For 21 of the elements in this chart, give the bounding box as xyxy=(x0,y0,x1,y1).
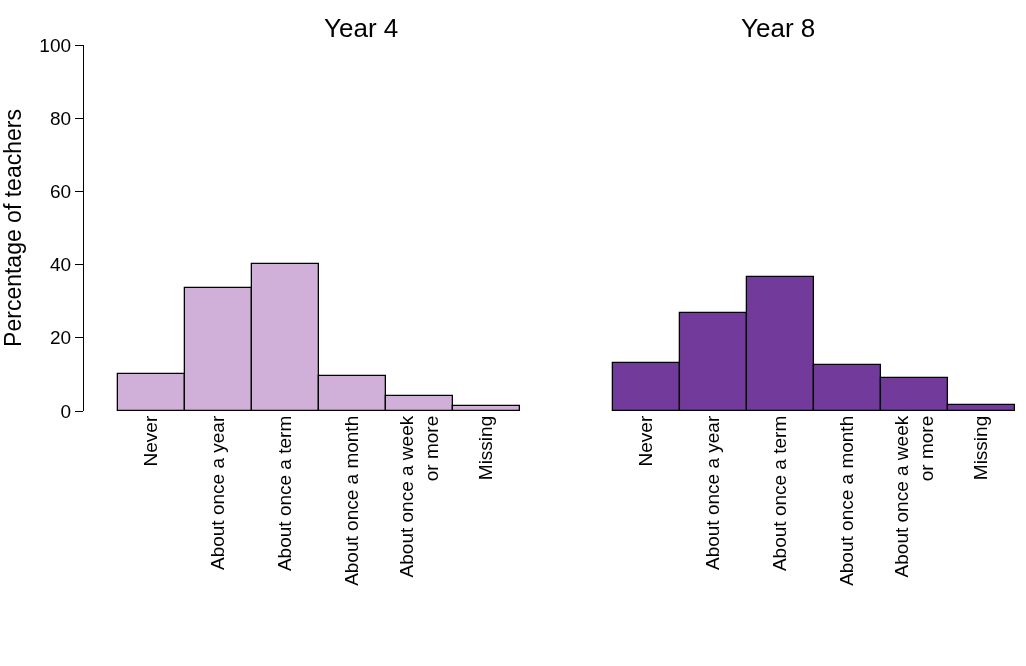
y-tick-label: 60 xyxy=(49,181,72,203)
x-tick-label: Missing xyxy=(475,415,497,481)
x-tick-label: About once a week or more xyxy=(395,415,442,578)
x-tick-label: About once a month xyxy=(341,415,363,586)
x-tick-label: Missing xyxy=(970,415,992,481)
y-axis-title: Percentage of teachers xyxy=(0,109,26,347)
x-tick-label: About once a week or more xyxy=(890,415,937,578)
x-tick-label: Never xyxy=(635,415,657,467)
y-tick-label: 100 xyxy=(39,34,72,56)
y-tick-label: 0 xyxy=(60,400,72,422)
y-tick-label: 20 xyxy=(49,327,72,349)
x-tick-label: About once a year xyxy=(702,415,724,571)
x-tick-label: About once a month xyxy=(836,415,858,586)
y-tick-label: 80 xyxy=(49,107,72,129)
y-tick-label: 40 xyxy=(49,254,72,276)
x-tick-label: Never xyxy=(140,415,162,467)
chart-title: Year 4 xyxy=(324,13,399,43)
chart-title: Year 8 xyxy=(741,13,816,43)
x-tick-label: About once a term xyxy=(769,415,791,572)
x-tick-label: About once a year xyxy=(207,415,229,571)
x-tick-label: About once a term xyxy=(274,415,296,572)
